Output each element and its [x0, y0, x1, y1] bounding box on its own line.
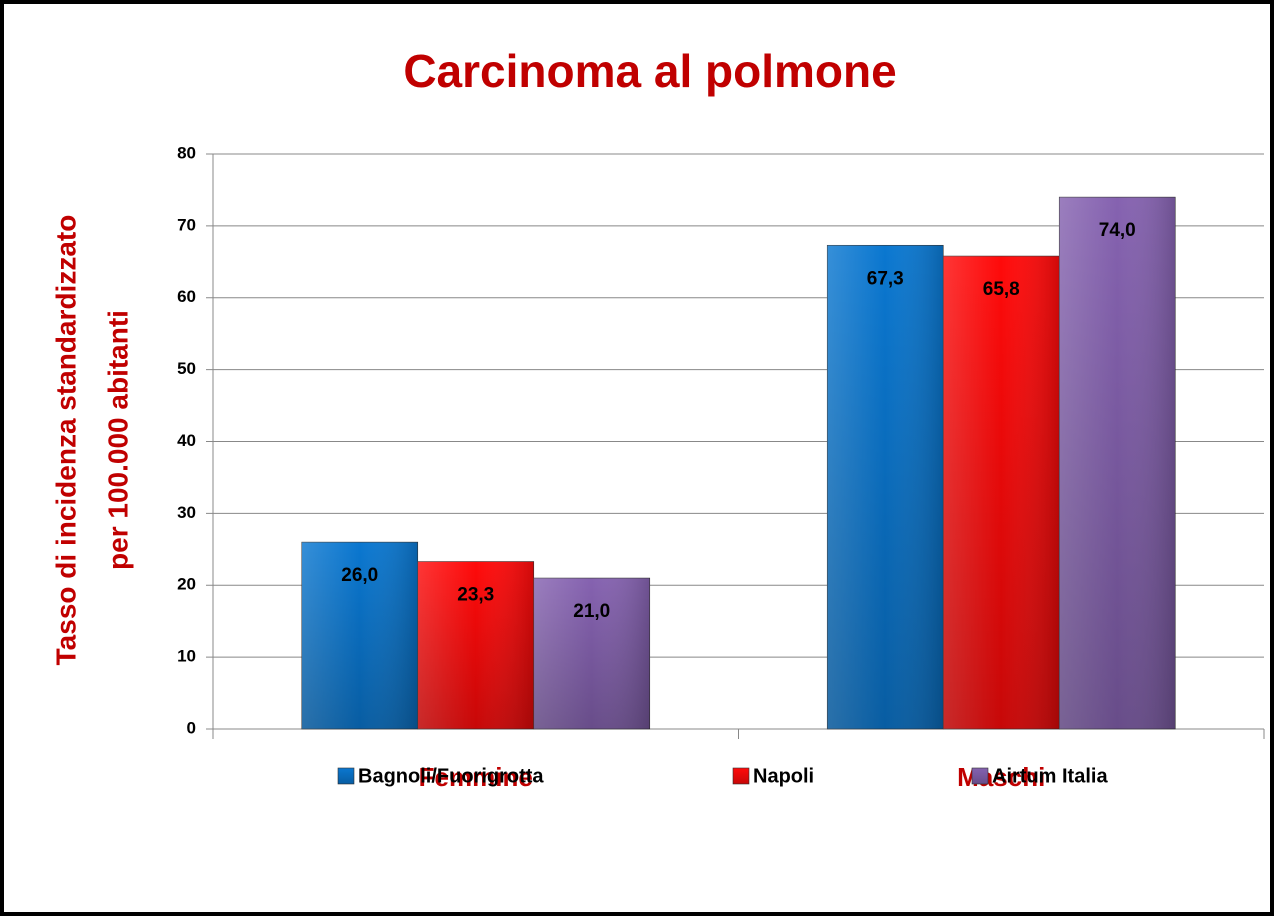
y-axis-title: Tasso di incidenza standardizzato	[50, 215, 81, 666]
data-label: 67,3	[867, 268, 904, 289]
bar-shade	[533, 578, 650, 729]
data-label: 21,0	[573, 601, 610, 622]
y-tick-label: 80	[177, 143, 196, 162]
y-tick-label: 40	[177, 431, 196, 450]
data-label: 26,0	[341, 565, 378, 586]
legend-swatch-shade	[972, 768, 988, 784]
y-tick-label: 30	[177, 503, 196, 522]
y-tick-label: 20	[177, 575, 196, 594]
chart-title: Carcinoma al polmone	[403, 45, 896, 97]
data-label: 74,0	[1099, 220, 1136, 241]
bar-shade	[943, 256, 1060, 729]
y-tick-label: 70	[177, 215, 196, 234]
y-tick-label: 0	[187, 718, 196, 737]
data-label: 65,8	[983, 279, 1020, 300]
legend-label: Napoli	[753, 765, 814, 787]
y-tick-label: 60	[177, 287, 196, 306]
bar-shade	[417, 561, 534, 729]
bar-shade	[1059, 197, 1176, 729]
legend-label: Airtum Italia	[992, 765, 1108, 787]
legend-label: Bagnoli/Fuorigrotta	[358, 765, 544, 787]
legend-swatch-shade	[338, 768, 354, 784]
legend-swatch-shade	[733, 768, 749, 784]
x-tick-label: Femmine	[419, 762, 533, 792]
y-axis-title: per 100.000 abitanti	[102, 310, 133, 570]
y-tick-label: 10	[177, 647, 196, 666]
bar-shade	[827, 245, 944, 729]
bar-shade	[301, 542, 418, 729]
y-tick-label: 50	[177, 359, 196, 378]
data-label: 23,3	[457, 585, 494, 606]
